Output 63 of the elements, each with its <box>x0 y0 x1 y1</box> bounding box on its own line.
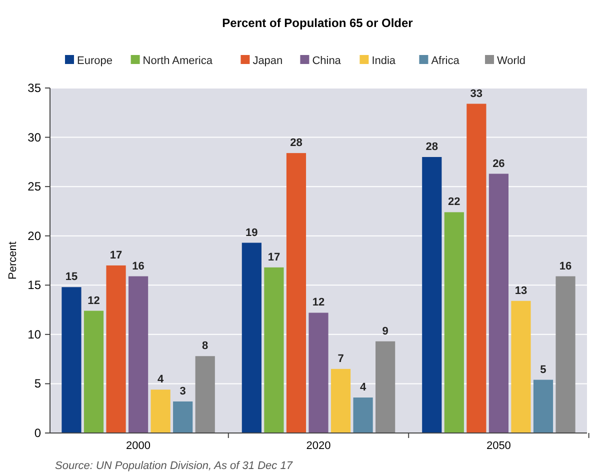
data-label: 17 <box>268 251 280 264</box>
chart-title: Percent of Population 65 or Older <box>222 16 414 30</box>
bar <box>353 398 373 433</box>
bar <box>376 341 396 433</box>
bar <box>444 212 464 433</box>
legend-label: China <box>312 55 342 67</box>
data-label: 17 <box>110 249 122 262</box>
data-label: 15 <box>65 271 78 284</box>
y-tick-label: 20 <box>28 228 42 243</box>
data-label: 28 <box>290 137 302 150</box>
data-label: 28 <box>426 141 438 153</box>
bar <box>330 368 351 433</box>
bar <box>308 312 328 433</box>
bar <box>128 276 148 433</box>
bar <box>150 390 170 433</box>
bar <box>422 157 442 433</box>
y-tick-label: 35 <box>28 81 42 95</box>
bar <box>62 287 82 433</box>
bar <box>264 267 284 433</box>
legend-label: Africa <box>431 55 460 67</box>
data-label: 4 <box>360 382 367 394</box>
legend-label: Europe <box>77 55 112 67</box>
x-tick-label: 2000 <box>126 440 151 452</box>
bar <box>242 242 262 433</box>
legend-label: Japan <box>252 55 283 67</box>
y-tick-label: 15 <box>28 278 42 292</box>
bar <box>466 104 486 433</box>
bar <box>286 153 306 433</box>
y-tick-label: 25 <box>28 180 42 194</box>
legend-label: North America <box>142 55 214 67</box>
y-tick-label: 30 <box>28 130 42 144</box>
bar <box>173 401 193 433</box>
y-tick-label: 10 <box>28 327 42 342</box>
data-label: 33 <box>470 88 483 100</box>
data-label: 13 <box>514 284 528 297</box>
bar <box>84 310 104 433</box>
bar <box>488 174 508 433</box>
x-tick-label: 2020 <box>306 440 331 452</box>
data-label: 26 <box>492 158 505 170</box>
y-axis-title: Percent <box>7 242 19 280</box>
data-label: 19 <box>246 226 258 239</box>
x-tick-label: 2050 <box>486 440 511 452</box>
data-label: 12 <box>312 296 325 309</box>
data-label: 16 <box>559 260 572 272</box>
legend-label: India <box>372 55 396 67</box>
bar <box>106 265 126 433</box>
data-label: 3 <box>180 385 186 398</box>
data-label: 7 <box>338 352 344 365</box>
bar <box>533 380 554 433</box>
data-label: 16 <box>132 260 144 272</box>
bar <box>511 300 531 433</box>
data-label: 4 <box>158 374 165 386</box>
source-note: Source: UN Population Division, As of 31 Dec 17 <box>55 460 294 472</box>
y-tick-label: 0 <box>34 426 42 440</box>
data-label: 22 <box>448 196 460 208</box>
bar <box>195 356 215 433</box>
bar <box>556 276 576 433</box>
y-tick-label: 5 <box>34 376 42 391</box>
data-label: 8 <box>202 340 208 352</box>
data-label: 5 <box>540 364 546 376</box>
legend-label: World <box>497 55 526 67</box>
data-label: 9 <box>382 325 388 338</box>
data-label: 12 <box>88 294 100 307</box>
